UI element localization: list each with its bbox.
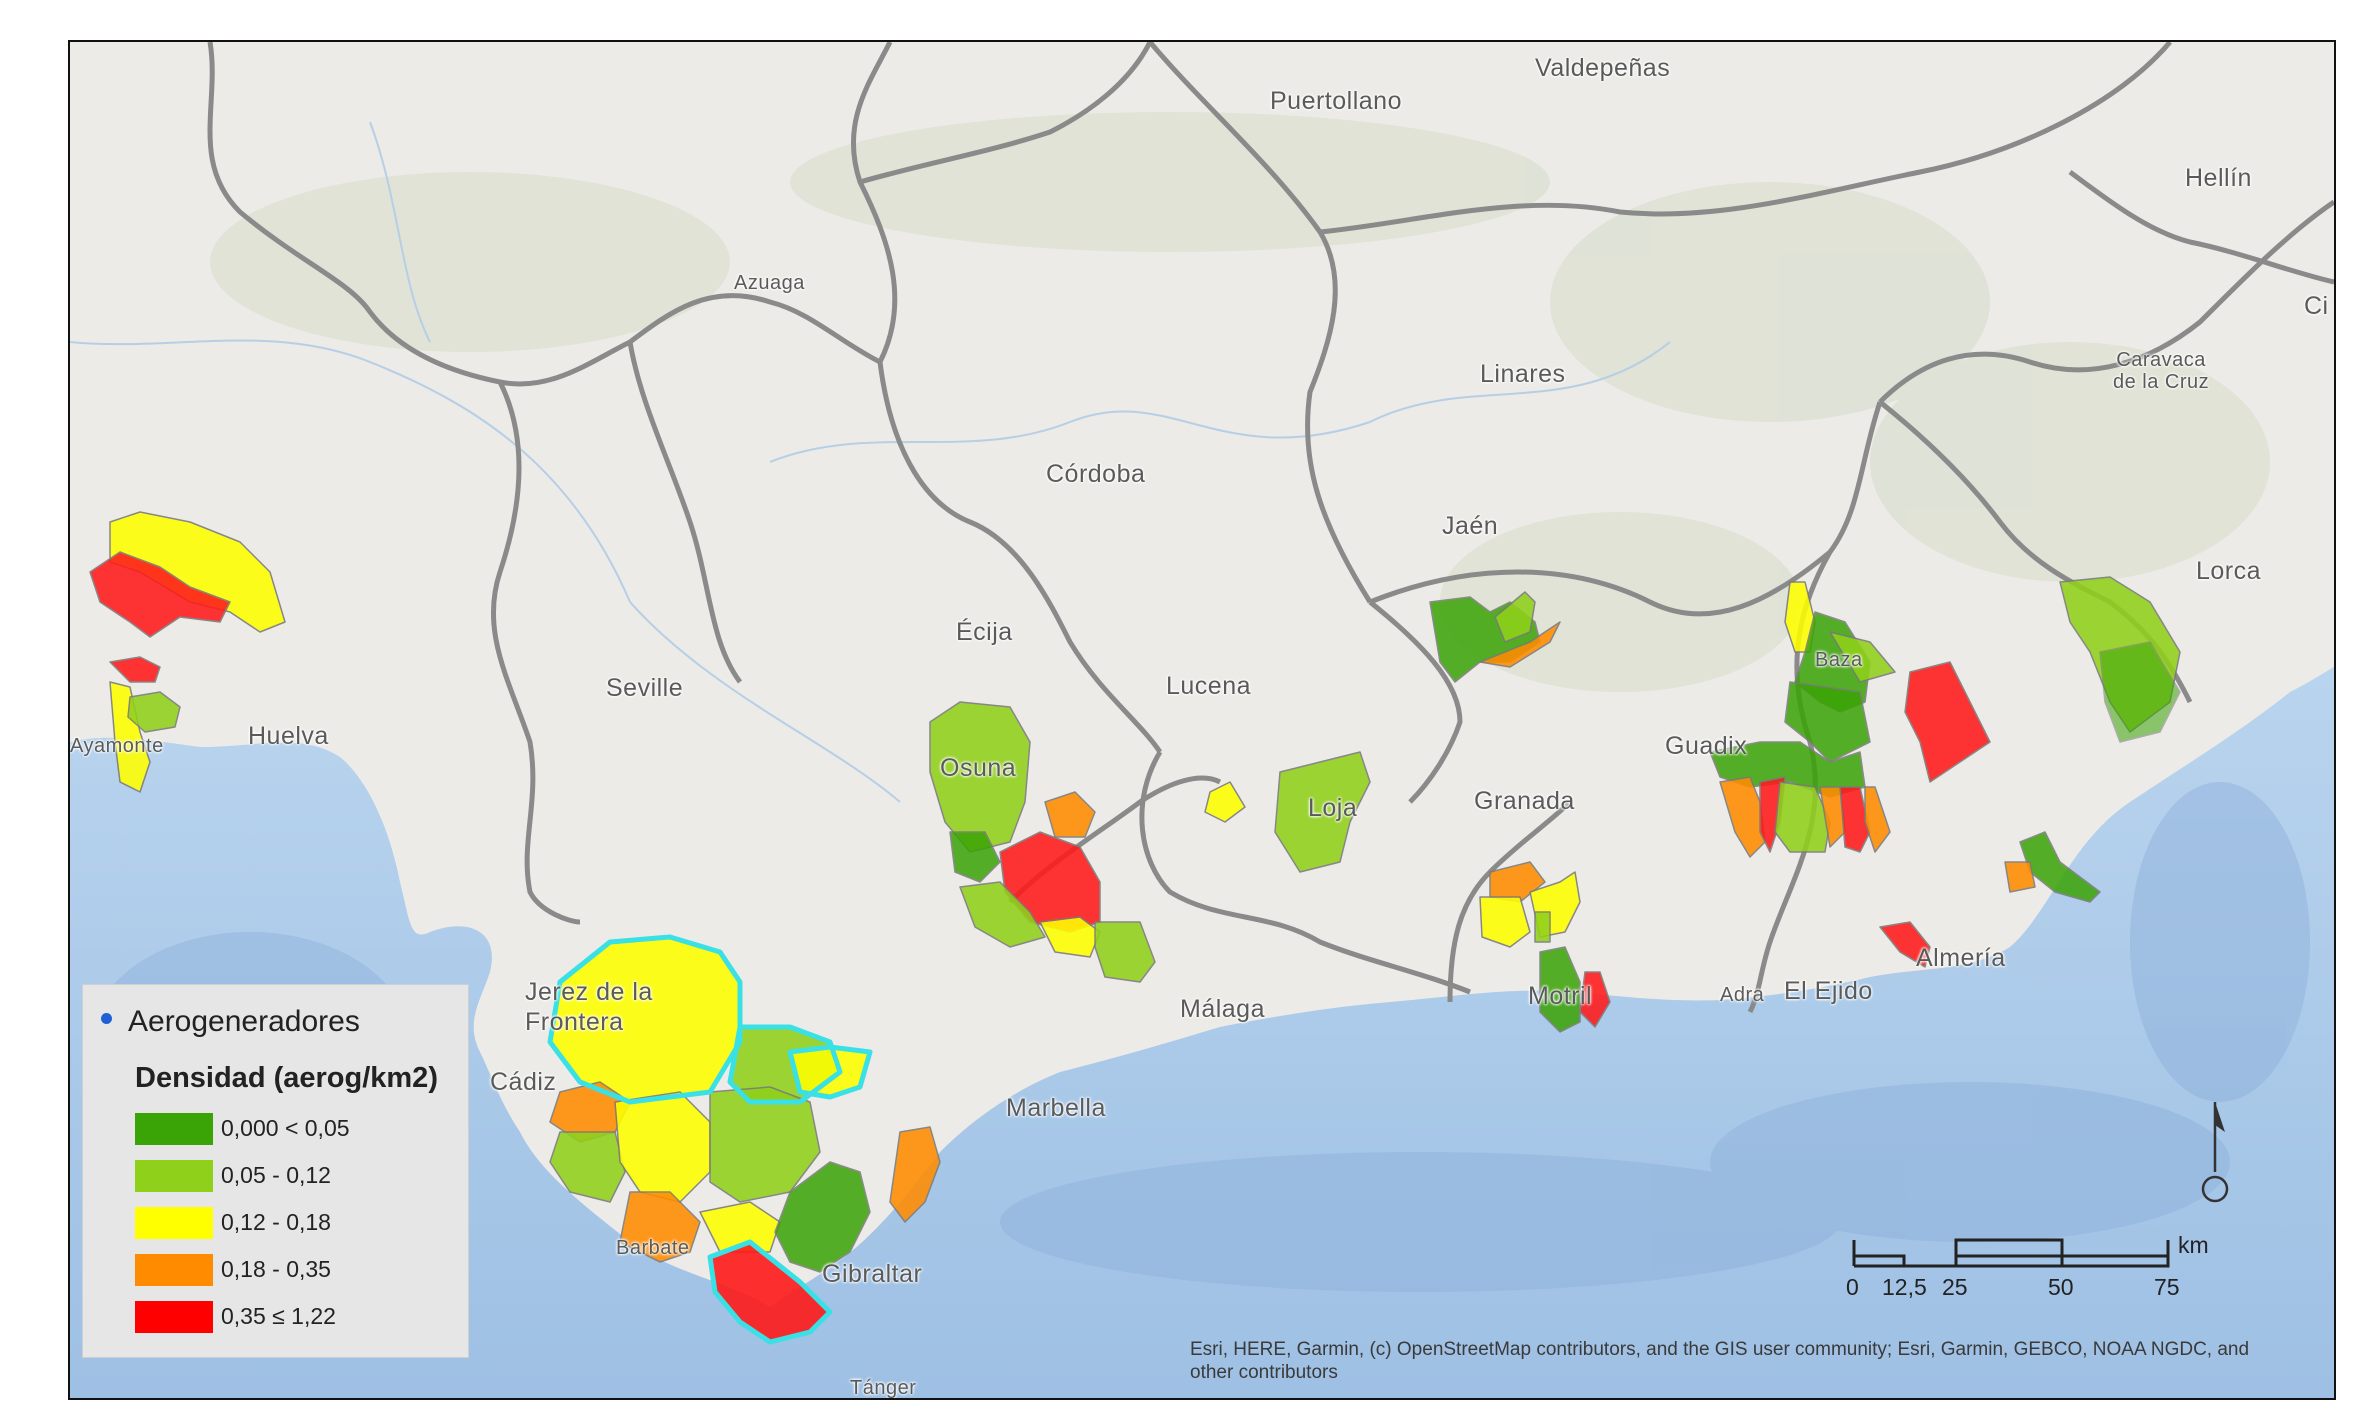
scale-unit: km [2178,1232,2209,1258]
place-label: Tánger [850,1377,917,1399]
place-label: Cádiz [490,1068,557,1096]
legend-swatch [135,1160,213,1192]
scale-tick-label: 0 [1846,1274,1859,1300]
place-label: Ayamonte [70,735,164,757]
place-label: Marbella [1006,1094,1106,1122]
place-label: Valdepeñas [1535,54,1671,82]
zone-orange[interactable] [889,1126,941,1223]
map-frame: Valdepeñas Puertollano Hellín Azuaga Lin… [68,40,2336,1400]
place-label: Loja [1308,794,1358,822]
relief-shading [210,112,2270,692]
zone-light-green[interactable] [549,1131,626,1203]
zone-light-green[interactable] [929,701,1031,853]
place-label: Puertollano [1270,87,1402,115]
place-label: Linares [1480,360,1566,388]
zone-light-green[interactable] [709,1086,821,1203]
map-attribution: Esri, HERE, Garmin, (c) OpenStreetMap co… [1190,1339,2250,1383]
zone-red[interactable] [1904,661,1991,783]
legend-points-label: Aerogeneradores [128,1005,360,1038]
zone-red[interactable] [1839,786,1871,853]
zone-yellow[interactable] [109,681,151,793]
zone-green[interactable] [949,831,1001,883]
rivers [70,121,1671,803]
legend-density-title: Densidad (aerog/km2) [135,1062,438,1094]
zone-red[interactable] [89,551,231,638]
place-label: Córdoba [1046,460,1146,488]
zone-orange[interactable] [1864,786,1891,853]
zone-yellow[interactable] [699,1201,781,1253]
zone-light-green[interactable] [127,691,181,733]
place-label: Seville [606,674,684,702]
legend-class-label: 0,12 - 0,18 [221,1209,331,1235]
legend-swatch [135,1113,213,1145]
legend-class-label: 0,000 < 0,05 [221,1115,350,1141]
scale-tick-label: 50 [2048,1274,2074,1300]
place-label: Lorca [2196,557,2262,585]
zone-green[interactable] [1539,946,1581,1033]
legend-class-label: 0,35 ≤ 1,22 [221,1303,336,1329]
zone-light-green[interactable] [959,881,1046,948]
zone-orange[interactable] [619,1191,701,1263]
zone-light-green[interactable] [1274,751,1371,873]
zone-light-green[interactable] [1774,781,1831,853]
legend-swatch [135,1207,213,1239]
zone-orange[interactable] [1479,621,1561,668]
place-label: Granada [1474,787,1575,815]
zone-orange[interactable] [2004,861,2036,893]
zone-red[interactable] [1579,971,1611,1028]
legend-class-label: 0,18 - 0,35 [221,1256,331,1282]
scale-bar: km 0 12,5 25 50 75 [1846,1232,2312,1332]
place-label: Azuaga [734,272,805,294]
zone-light-green[interactable] [1829,631,1896,683]
place-label: Málaga [1180,995,1265,1023]
place-label: Ci [2304,292,2329,320]
point-symbol-icon [101,1013,112,1024]
place-label: Gibraltar [822,1260,923,1288]
scale-tick-label: 75 [2154,1274,2180,1300]
density-polygons[interactable] [89,511,2181,1343]
zone-light-green[interactable] [1534,911,1551,943]
zone-yellow[interactable] [1479,896,1531,948]
map-legend: Aerogeneradores Densidad (aerog/km2) 0,0… [82,984,469,1358]
place-label: Guadix [1665,732,1748,760]
zone-green[interactable] [774,1161,871,1273]
zone-orange[interactable] [1044,791,1096,838]
place-label: Écija [956,618,1013,646]
zone-red[interactable] [1879,921,1931,968]
zone-yellow[interactable] [1204,781,1246,823]
place-label: Lucena [1166,672,1252,700]
place-label: Barbate [616,1237,690,1259]
zone-red[interactable] [109,656,161,683]
north-arrow-icon [2201,1102,2229,1203]
zone-green[interactable] [2099,641,2181,743]
place-label: Baza [1815,649,1863,671]
place-label: Almería [1916,944,2006,972]
legend-class-label: 0,05 - 0,12 [221,1162,331,1188]
place-label: Hellín [2185,164,2252,192]
selected-outlines[interactable] [547,934,873,1345]
place-label: Jerez de la Frontera [525,978,653,1036]
scale-tick-label: 12,5 [1882,1274,1927,1300]
place-label: Motril [1528,982,1593,1010]
place-label: Huelva [248,722,329,750]
place-label: Jaén [1442,512,1499,540]
place-label: Adra [1720,984,1765,1006]
place-label: El Ejido [1784,977,1873,1005]
place-label: Osuna [940,754,1017,782]
place-label: Caravaca de la Cruz [2113,349,2210,393]
legend-swatch [135,1254,213,1286]
legend-swatch [135,1301,213,1333]
zone-light-green[interactable] [1494,591,1536,643]
scale-tick-label: 25 [1942,1274,1968,1300]
zone-green[interactable] [2019,831,2101,903]
zone-light-green[interactable] [1094,921,1156,983]
